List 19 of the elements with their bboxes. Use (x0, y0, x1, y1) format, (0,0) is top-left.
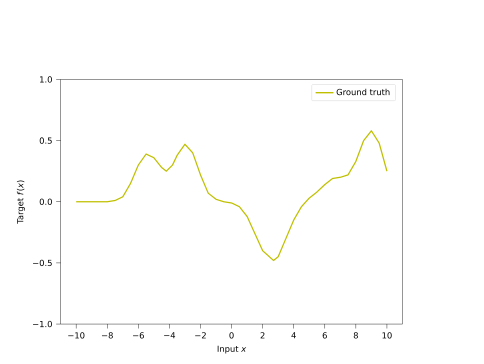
x-tick-label: −4 (164, 332, 176, 338)
y-tick-label: 0.0 (40, 198, 52, 206)
y-tick-label: −1.0 (33, 321, 52, 328)
y-tick-label: −0.5 (33, 260, 52, 266)
y-axis-title: Target f(x) (16, 180, 25, 224)
x-tick-label: −8 (102, 332, 113, 339)
x-tick-label: 10 (382, 332, 392, 339)
x-tick-label: −2 (195, 332, 206, 339)
x-tick-label: 6 (322, 332, 327, 339)
x-tick-label: 2 (260, 332, 264, 339)
x-tick-label: −6 (133, 332, 144, 339)
x-tick-label: −10 (68, 332, 84, 339)
x-tick-label: 0 (229, 332, 234, 339)
y-tick-label: 0.5 (40, 138, 52, 144)
x-axis-title: Input x (218, 346, 246, 354)
x-tick-label: 4 (291, 332, 296, 338)
x-tick-label: 8 (354, 332, 358, 339)
legend-label: Ground truth (336, 88, 390, 96)
y-tick-label: 1.0 (40, 76, 52, 83)
